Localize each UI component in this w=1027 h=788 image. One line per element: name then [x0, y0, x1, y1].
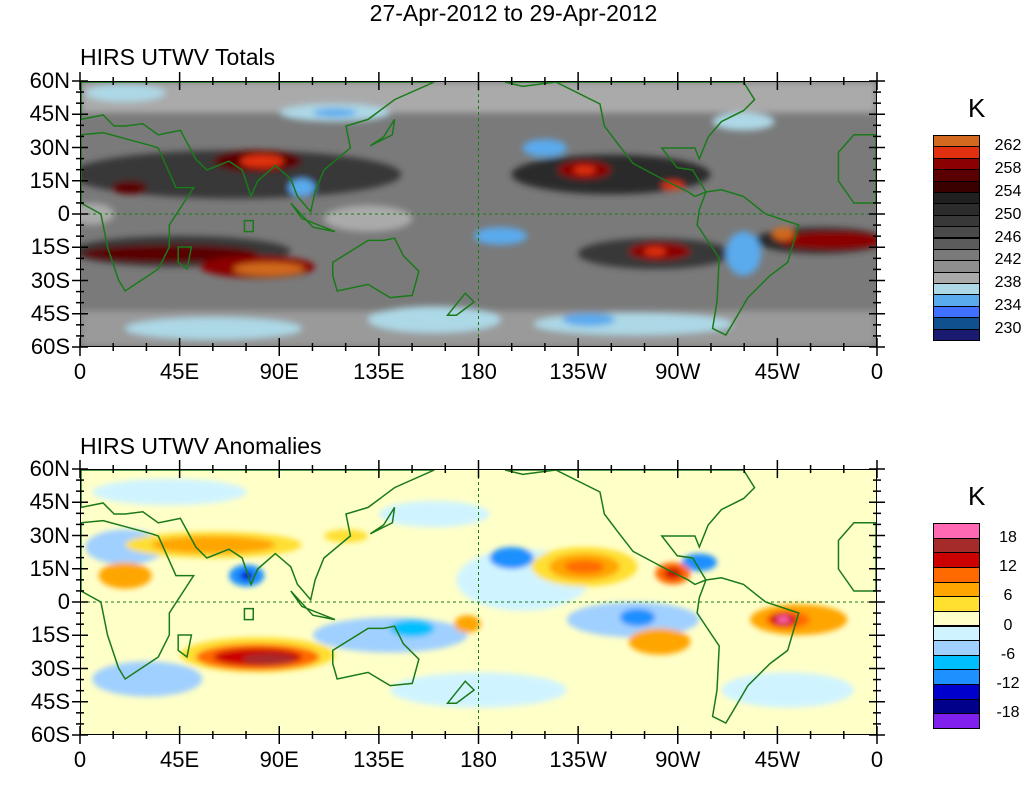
coastline	[81, 470, 434, 600]
coastline	[178, 247, 191, 269]
coastline	[81, 521, 194, 679]
lon-tick-label: 45W	[754, 747, 800, 772]
coastlines	[81, 470, 876, 734]
lat-tick-label: 60S	[30, 722, 70, 747]
colorbar-unit: K	[968, 481, 986, 511]
lat-tick-label: 30S	[30, 267, 70, 293]
colorbar-label: 250	[994, 205, 1022, 223]
lon-tick-label: 135W	[549, 747, 607, 772]
colorbar-label: -6	[1000, 645, 1016, 663]
colorbar-label: 18	[999, 528, 1017, 546]
colorbar-label: 234	[994, 296, 1022, 314]
figure-title: 27-Apr-2012 to 29-Apr-2012	[369, 0, 658, 26]
coastlines	[81, 82, 876, 346]
lon-tick-label: 45W	[754, 359, 800, 384]
coastline	[244, 609, 253, 620]
lon-tick-label: 45E	[160, 747, 200, 772]
lon-tick-label: 90E	[259, 747, 299, 772]
colorbar-label: 6	[1003, 587, 1013, 605]
colorbar-swatch	[933, 610, 980, 627]
lat-tick-label: 15S	[30, 622, 70, 648]
colorbar-label: 258	[994, 160, 1022, 178]
lon-tick-label: 0	[870, 747, 884, 772]
lat-tick-label: 15N	[29, 167, 70, 193]
coastline	[333, 238, 419, 297]
coastline	[333, 626, 419, 685]
lat-tick-label: 60N	[29, 456, 70, 481]
lat-tick-label: 0	[57, 201, 70, 226]
lat-tick-label: 30N	[29, 522, 70, 548]
colorbar-swatch	[933, 328, 980, 341]
coastline	[838, 135, 876, 203]
lon-tick-label: 180	[460, 359, 497, 384]
coastline	[370, 119, 394, 145]
anomalies-map	[80, 469, 877, 735]
lon-tick-label: 180	[460, 747, 497, 772]
lat-tick-label: 45S	[30, 300, 70, 326]
coastline	[81, 133, 194, 291]
colorbar-swatch	[933, 581, 980, 598]
lon-tick-label: 45E	[160, 359, 200, 384]
colorbar-label: 238	[994, 274, 1022, 292]
lon-tick-label: 90W	[655, 359, 701, 384]
lat-tick-label: 30N	[29, 134, 70, 160]
lat-tick-label: 60N	[29, 68, 70, 93]
colorbar-swatch	[933, 640, 980, 656]
colorbar-label: -18	[996, 704, 1020, 722]
lat-tick-label: 45N	[29, 101, 70, 127]
colorbar-swatch	[933, 669, 980, 686]
colorbar-label: 254	[994, 182, 1022, 200]
colorbar-label: 262	[994, 137, 1022, 155]
coastline	[291, 591, 335, 620]
colorbar-label: 246	[994, 228, 1022, 246]
coastline	[448, 681, 475, 703]
lon-tick-label: 135E	[353, 359, 405, 384]
coastline	[505, 82, 755, 196]
colorbar-swatch	[933, 654, 980, 671]
colorbar-swatch	[933, 713, 980, 729]
colorbar-swatch	[933, 698, 980, 715]
coastline	[291, 203, 335, 232]
coastline	[448, 293, 475, 315]
colorbar-label: 12	[999, 557, 1017, 575]
coastline	[178, 635, 191, 657]
lon-tick-label: 0	[870, 359, 884, 384]
coastline	[697, 190, 799, 335]
coastline	[370, 507, 394, 533]
lon-tick-label: 0	[73, 747, 87, 772]
colorbar-label: -12	[996, 675, 1020, 693]
colorbar-label: 0	[1003, 616, 1013, 634]
totals-map	[80, 81, 877, 347]
colorbar-swatch	[933, 684, 980, 700]
coastline	[505, 470, 755, 584]
coastline	[244, 221, 253, 232]
colorbar-swatch	[933, 566, 980, 583]
colorbar-unit: K	[968, 93, 986, 123]
coastline	[81, 82, 434, 212]
panel-title-anomalies: HIRS UTWV Anomalies	[80, 433, 322, 459]
colorbar-swatch	[933, 523, 980, 539]
lat-tick-label: 15S	[30, 234, 70, 260]
colorbar-swatch	[933, 596, 980, 612]
colorbar-label: 242	[994, 251, 1022, 269]
lat-tick-label: 45S	[30, 688, 70, 714]
coastline	[838, 523, 876, 591]
lat-tick-label: 0	[57, 589, 70, 614]
colorbar-swatch	[933, 537, 980, 554]
lon-tick-label: 0	[73, 359, 87, 384]
coastline	[697, 578, 799, 723]
lon-tick-label: 90W	[655, 747, 701, 772]
lat-tick-label: 30S	[30, 655, 70, 681]
lon-tick-label: 135E	[353, 747, 405, 772]
lat-tick-label: 45N	[29, 489, 70, 515]
panel-title-totals: HIRS UTWV Totals	[80, 44, 276, 70]
colorbar-swatch	[933, 552, 980, 568]
lat-tick-label: 15N	[29, 555, 70, 581]
lat-tick-label: 60S	[30, 334, 70, 359]
lon-tick-label: 135W	[549, 359, 607, 384]
lon-tick-label: 90E	[259, 359, 299, 384]
colorbar-label: 230	[994, 319, 1022, 337]
colorbar-swatch	[933, 625, 980, 642]
